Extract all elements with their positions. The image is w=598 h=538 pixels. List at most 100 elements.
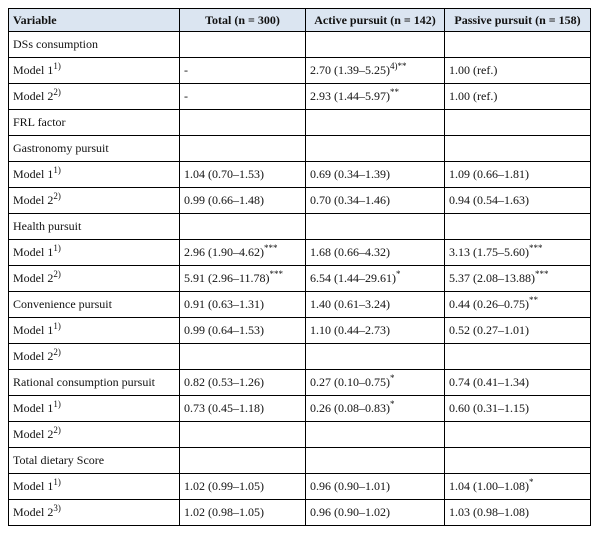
cell-superscript: 1): [53, 477, 61, 487]
table-cell: 1.68 (0.66–4.32): [305, 239, 445, 266]
table-cell: Model 22): [8, 343, 180, 370]
table-cell: 1.04 (1.00–1.08)*: [444, 473, 591, 500]
cell-text: 2.96 (1.90–4.62): [184, 245, 264, 259]
empty-cell: [305, 343, 445, 370]
table-cell: 0.99 (0.64–1.53): [179, 317, 306, 344]
cell-superscript: 1): [53, 61, 61, 71]
table-cell: Model 23): [8, 499, 180, 526]
table-cell: FRL factor: [8, 109, 180, 136]
empty-cell: [179, 31, 306, 58]
cell-superscript: *: [390, 373, 395, 383]
table-cell: 5.91 (2.96–11.78)***: [179, 265, 306, 292]
cell-text: 1.04 (1.00–1.08): [449, 479, 529, 493]
cell-text: 6.54 (1.44–29.61): [310, 271, 396, 285]
table-cell: Rational consumption pursuit: [8, 369, 180, 396]
cell-superscript: 2): [53, 87, 61, 97]
cell-text: Model 1: [13, 401, 54, 415]
table-cell: 1.03 (0.98–1.08): [444, 499, 591, 526]
table-cell: 0.96 (0.90–1.02): [305, 499, 445, 526]
cell-text: 5.37 (2.08–13.88): [449, 271, 535, 285]
empty-cell: [305, 31, 445, 58]
table-cell: 0.96 (0.90–1.01): [305, 473, 445, 500]
table-cell: 0.99 (0.66–1.48): [179, 187, 306, 214]
table-row: Model 22): [8, 421, 591, 448]
table-cell: 0.27 (0.10–0.75)*: [305, 369, 445, 396]
cell-text: 2.93 (1.44–5.97): [310, 89, 390, 103]
table-cell: 1.40 (0.61–3.24): [305, 291, 445, 318]
header-cell: Total (n = 300): [179, 8, 306, 32]
table-row: DSs consumption: [8, 31, 591, 58]
empty-cell: [179, 343, 306, 370]
table-cell: 0.74 (0.41–1.34): [444, 369, 591, 396]
table-row: Model 11) 0.73 (0.45–1.18) 0.26 (0.08–0.83…: [8, 395, 591, 422]
table-row: Model 11) 2.96 (1.90–4.62)*** 1.68 (0.66–4…: [8, 239, 591, 266]
header-cell: Active pursuit (n = 142): [305, 8, 445, 32]
table-cell: Model 11): [8, 317, 180, 344]
table-cell: Model 11): [8, 395, 180, 422]
cell-text: 0.44 (0.26–0.75): [449, 297, 529, 311]
table-row: FRL factor: [8, 109, 591, 136]
cell-superscript: 2): [53, 269, 61, 279]
empty-cell: [444, 135, 591, 162]
table-row: Model 22): [8, 343, 591, 370]
table-row: Model 11) -2.70 (1.39–5.25)4)** 1.00 (ref.…: [8, 57, 591, 84]
table-cell: Model 22): [8, 83, 180, 110]
header-row: Variable Total (n = 300) Active pursuit (n…: [8, 8, 591, 32]
table-cell: 6.54 (1.44–29.61)*: [305, 265, 445, 292]
empty-cell: [305, 447, 445, 474]
table-cell: 0.44 (0.26–0.75)**: [444, 291, 591, 318]
table-cell: -: [179, 83, 306, 110]
table-row: Convenience pursuit 0.91 (0.63–1.31) 1.40 …: [8, 291, 591, 318]
table-cell: Model 11): [8, 57, 180, 84]
table-row: Model 11) 0.99 (0.64–1.53) 1.10 (0.44–2.73…: [8, 317, 591, 344]
empty-cell: [444, 343, 591, 370]
cell-text: 3.13 (1.75–5.60): [449, 245, 529, 259]
table-cell: Health pursuit: [8, 213, 180, 240]
table-cell: DSs consumption: [8, 31, 180, 58]
empty-cell: [305, 135, 445, 162]
table-cell: -: [179, 57, 306, 84]
empty-cell: [444, 213, 591, 240]
table-cell: 0.26 (0.08–0.83)*: [305, 395, 445, 422]
table-row: Health pursuit: [8, 213, 591, 240]
empty-cell: [179, 421, 306, 448]
cell-text: Model 2: [13, 89, 54, 103]
table-cell: 5.37 (2.08–13.88)***: [444, 265, 591, 292]
table-row: Model 22) 0.99 (0.66–1.48) 0.70 (0.34–1.46…: [8, 187, 591, 214]
cell-superscript: 1): [53, 165, 61, 175]
table-row: Rational consumption pursuit 0.82 (0.53–1…: [8, 369, 591, 396]
table-cell: 0.70 (0.34–1.46): [305, 187, 445, 214]
cell-superscript: **: [529, 295, 538, 305]
cell-text: Model 1: [13, 479, 54, 493]
table-cell: 1.00 (ref.): [444, 57, 591, 84]
cell-text: 5.91 (2.96–11.78): [184, 271, 270, 285]
table-cell: 1.02 (0.98–1.05): [179, 499, 306, 526]
cell-superscript: ***: [269, 269, 284, 279]
cell-superscript: ***: [264, 243, 278, 253]
table-row: Gastronomy pursuit: [8, 135, 591, 162]
table-cell: 1.00 (ref.): [444, 83, 591, 110]
table-cell: 0.60 (0.31–1.15): [444, 395, 591, 422]
table-cell: 1.04 (0.70–1.53): [179, 161, 306, 188]
empty-cell: [179, 447, 306, 474]
empty-cell: [179, 109, 306, 136]
table-cell: 0.91 (0.63–1.31): [179, 291, 306, 318]
table-row: Total dietary Score: [8, 447, 591, 474]
cell-text: Model 2: [13, 271, 54, 285]
table-cell: 0.52 (0.27–1.01): [444, 317, 591, 344]
cell-superscript: ***: [535, 269, 549, 279]
table-cell: Model 22): [8, 421, 180, 448]
empty-cell: [179, 135, 306, 162]
empty-cell: [444, 447, 591, 474]
table-cell: Convenience pursuit: [8, 291, 180, 318]
table-row: Model 11) 1.04 (0.70–1.53) 0.69 (0.34–1.39…: [8, 161, 591, 188]
table-cell: Total dietary Score: [8, 447, 180, 474]
table-row: Model 23) 1.02 (0.98–1.05) 0.96 (0.90–1.02…: [8, 499, 591, 526]
cell-text: Model 2: [13, 427, 54, 441]
cell-superscript: 4)**: [390, 61, 407, 71]
header-cell: Passive pursuit (n = 158): [444, 8, 591, 32]
empty-cell: [444, 421, 591, 448]
table-row: Model 22) -2.93 (1.44–5.97)** 1.00 (ref.): [8, 83, 591, 110]
table-cell: 0.69 (0.34–1.39): [305, 161, 445, 188]
table-row: Model 22) 5.91 (2.96–11.78)*** 6.54 (1.44–…: [8, 265, 591, 292]
